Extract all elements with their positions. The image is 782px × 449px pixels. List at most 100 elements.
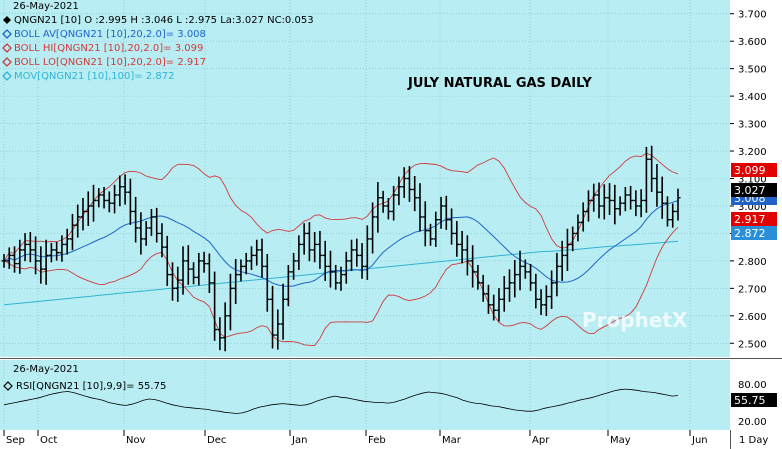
ohlc-bar <box>454 221 460 257</box>
legend-date: 26-May-2021 <box>13 1 79 12</box>
ohlc-bar <box>264 254 270 312</box>
ohlc-bar <box>259 238 265 278</box>
ohlc-bar <box>670 203 676 228</box>
ohlc-bar <box>48 243 54 263</box>
ohlc-bar <box>206 253 212 294</box>
ohlc-bar <box>433 211 439 247</box>
ohlc-bar <box>596 182 602 219</box>
ohlc-bar <box>591 183 597 212</box>
ohlc-bar <box>327 250 333 288</box>
month-label-sep: Sep <box>6 435 25 446</box>
legend-boll-av-marker-icon <box>2 29 12 39</box>
ohlc-bar <box>438 196 444 229</box>
ohlc-bar <box>417 183 423 232</box>
ohlc-bar <box>607 183 613 216</box>
tag-last: 3.027 <box>734 184 766 197</box>
legend-boll-hi-text: BOLL HI[QNGN21 [10],20,2.0]= 3.099 <box>14 43 203 54</box>
ohlc-bar <box>38 246 44 284</box>
ohlc-bar <box>364 225 370 280</box>
ohlc-bar <box>296 235 302 270</box>
ohlc-bar <box>485 284 491 314</box>
ohlc-bar <box>380 190 386 213</box>
price-tick-label: 3.300 <box>738 120 767 131</box>
ohlc-bar <box>101 187 107 209</box>
ohlc-bar <box>443 195 449 230</box>
ohlc-bar <box>212 271 218 341</box>
tag-mov: 2.872 <box>734 227 766 240</box>
ohlc-bar <box>638 189 644 218</box>
ohlc-bar <box>649 145 655 192</box>
ohlc-bar <box>22 233 28 262</box>
ohlc-bar <box>549 270 555 309</box>
ohlc-bar <box>580 202 586 232</box>
ohlc-bar <box>1 254 7 268</box>
ohlc-bar <box>422 201 428 247</box>
ohlc-bar <box>517 250 523 291</box>
rsi-path <box>3 388 679 414</box>
ohlc-bar <box>507 269 512 302</box>
ohlc-bar <box>622 187 628 212</box>
ohlc-bar <box>470 245 476 288</box>
price-tick-label: 3.400 <box>738 92 767 103</box>
price-tick-label: 2.700 <box>738 284 767 295</box>
ohlc-bar <box>522 259 528 279</box>
ohlc-bar <box>69 213 75 251</box>
ohlc-bar <box>543 285 549 317</box>
ohlc-bar <box>191 262 197 285</box>
ohlc-bar <box>159 223 165 258</box>
ohlc-bar <box>570 226 576 252</box>
price-tick-label: 2.800 <box>738 257 767 268</box>
ohlc-bar <box>254 239 260 266</box>
ohlc-bar <box>338 266 344 291</box>
ohlc-bar <box>233 258 239 304</box>
ohlc-bar <box>275 309 281 350</box>
ohlc-bar <box>54 241 60 261</box>
ohlc-bar <box>238 259 244 282</box>
interval-label[interactable]: 1 Day <box>739 435 768 446</box>
legend-boll-av-text: BOLL AV[QNGN21 [10],20,2.0]= 3.008 <box>14 29 206 40</box>
ohlc-bar <box>280 283 286 340</box>
legend: 26-May-2021 QNGN21 [10] O :2.995 H :3.04… <box>2 1 314 82</box>
ohlc-bar <box>59 235 65 262</box>
ohlc-bar <box>464 235 470 276</box>
ohlc-bar <box>248 246 254 270</box>
ohlc-bar <box>501 275 507 312</box>
ohlc-bar <box>133 196 139 243</box>
ohlc-bar <box>301 223 307 255</box>
legend-boll-lo-marker-icon <box>2 57 12 67</box>
ohlc-bar <box>664 196 670 227</box>
ohlc-bar <box>385 197 391 220</box>
ohlc-bar <box>659 176 665 219</box>
legend-mov-marker-icon <box>2 71 12 81</box>
ohlc-bar <box>43 239 49 285</box>
ohlc-bar <box>138 212 144 255</box>
ohlc-bar <box>396 176 402 206</box>
month-label-apr: Apr <box>532 435 550 446</box>
ohlc-bar <box>306 222 312 262</box>
ohlc-bar <box>459 230 465 264</box>
price-tick-label: 2.500 <box>738 339 767 350</box>
legend-boll-hi-marker-icon <box>2 43 12 53</box>
price-tick-label: 3.100 <box>738 175 767 186</box>
ohlc-bar <box>185 245 191 285</box>
ohlc-bar <box>496 288 502 322</box>
ohlc-bar <box>112 184 118 214</box>
rsi-marker-icon <box>3 381 13 391</box>
legend-mov-text: MOV[QNGN21 [10],100]= 2.872 <box>14 71 174 82</box>
ohlc-bar <box>564 228 570 272</box>
ohlc-bar <box>33 236 39 275</box>
month-label-may: May <box>610 435 631 446</box>
boll-hi-line <box>3 152 679 262</box>
ohlc-bar <box>127 178 133 225</box>
ohlc-bar <box>675 188 681 221</box>
month-label-jun: Jun <box>691 435 708 446</box>
ohlc-bar <box>354 238 360 267</box>
ohlc-bar <box>612 184 618 225</box>
tag-boll-lo: 2.917 <box>734 213 766 226</box>
ohlc-bar <box>349 239 355 272</box>
ohlc-bar <box>12 246 18 273</box>
ohlc-bar <box>27 232 33 263</box>
month-label-nov: Nov <box>126 435 146 446</box>
ohlc-bar <box>243 252 249 275</box>
